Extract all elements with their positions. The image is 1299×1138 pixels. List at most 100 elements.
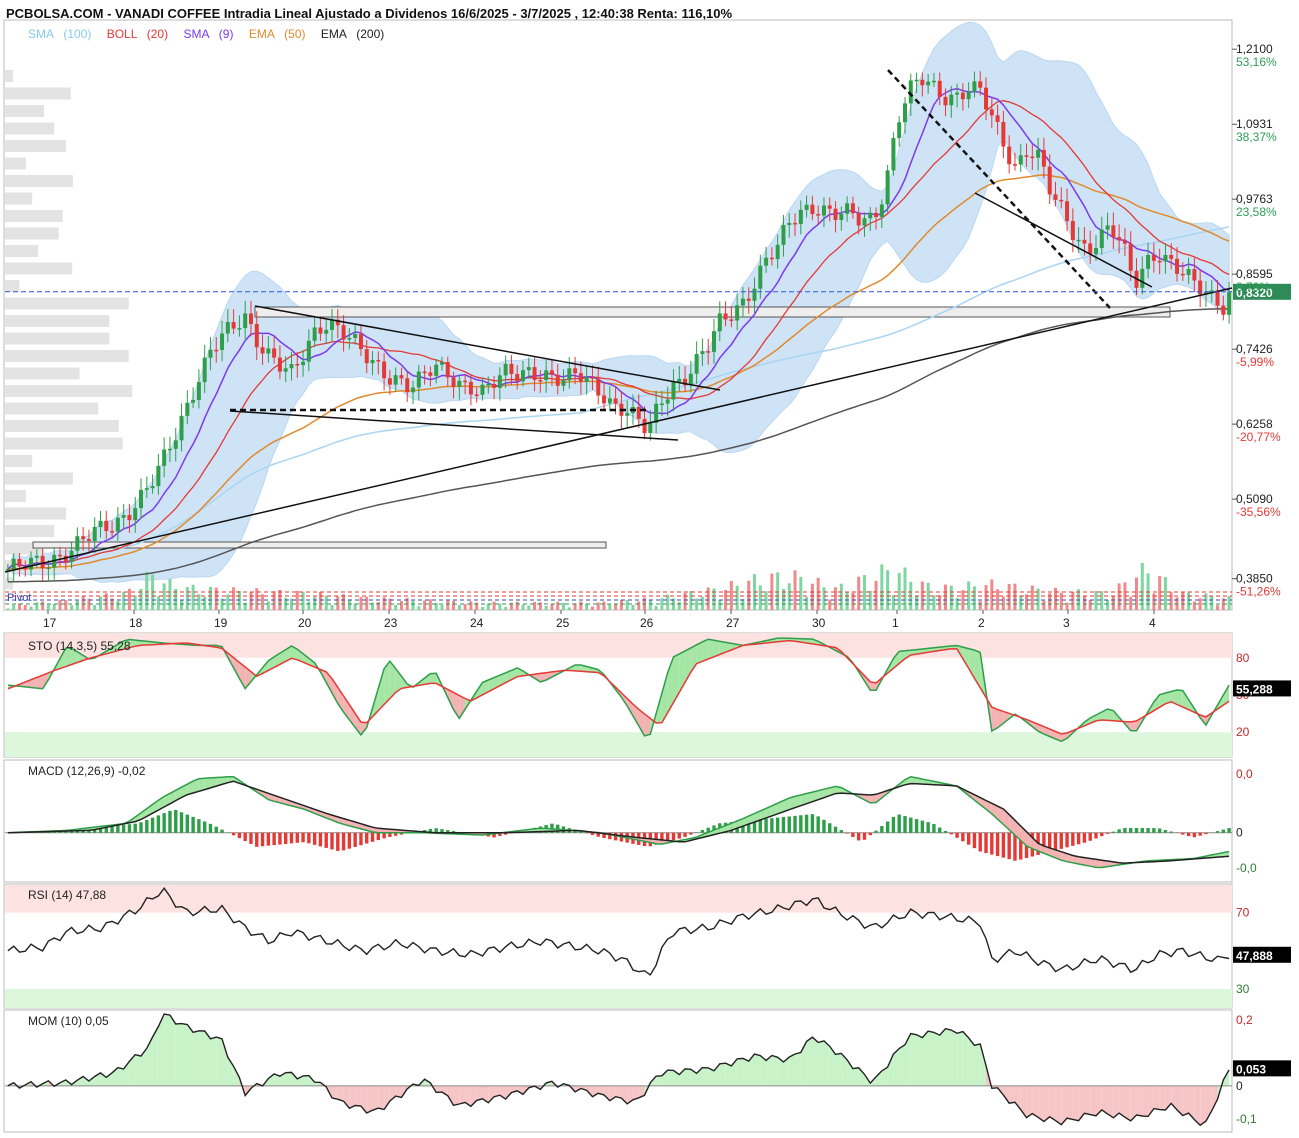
volume-profile-bar (5, 385, 133, 397)
fill-segment (1159, 1085, 1166, 1110)
volume-bar (330, 605, 334, 610)
mom-y-label: 0 (1236, 1079, 1243, 1093)
candle-body (445, 362, 450, 378)
volume-bar (787, 583, 791, 610)
candle-body (833, 208, 838, 221)
candle-body (752, 288, 757, 301)
fill-segment (1090, 858, 1096, 868)
candle-body (382, 361, 387, 379)
y-tick-pct: -35,56% (1236, 505, 1281, 519)
volume-profile-bar (5, 315, 110, 327)
candle-body (509, 363, 514, 375)
macd-hist-bar (1134, 828, 1139, 833)
macd-hist-bar (330, 832, 334, 850)
fill-segment (129, 639, 136, 648)
legend-ema200[interactable]: EMA (200) (320, 27, 385, 41)
fill-segment (384, 1085, 390, 1110)
macd-hist-bar (318, 832, 323, 847)
candle-body (1070, 221, 1075, 241)
candle-body (949, 94, 954, 106)
candle-body (642, 418, 647, 434)
fill-segment (112, 644, 118, 653)
fill-segment (453, 692, 460, 719)
candle-body (1128, 243, 1133, 271)
volume-bar (619, 600, 623, 610)
macd-hist-bar (1181, 832, 1185, 835)
macd-hist-bar (764, 818, 768, 833)
fill-segment (760, 808, 767, 820)
candle-body (775, 244, 780, 260)
fill-segment (482, 680, 489, 695)
fill-segment (783, 1057, 790, 1086)
legend-sma100[interactable]: SMA (100) (28, 27, 92, 41)
fill-segment (1072, 1085, 1079, 1121)
candle-body (891, 138, 896, 171)
fill-segment (77, 1076, 84, 1086)
fill-segment (262, 660, 269, 674)
volume-bar (452, 600, 456, 610)
legend-sma9[interactable]: SMA (9) (183, 27, 234, 41)
fill-segment (939, 1028, 946, 1086)
candle-body (358, 333, 363, 350)
candle-body (306, 340, 311, 362)
legend-ema50[interactable]: EMA (50) (248, 27, 306, 41)
macd-hist-bar (1140, 828, 1144, 833)
y-tick-label: 1,2100 (1236, 42, 1273, 56)
fill-segment (360, 722, 367, 735)
macd-hist-bar (220, 829, 224, 833)
fill-segment (204, 777, 211, 790)
candle-body (434, 364, 439, 376)
fill-segment (771, 1055, 778, 1086)
macd-hist-bar (307, 832, 311, 844)
rsi-oversold-zone (5, 988, 1232, 1008)
volume-bar (515, 601, 519, 610)
fill-segment (899, 650, 905, 664)
fill-segment (974, 1043, 981, 1086)
mom-y-label: 0,2 (1236, 1013, 1253, 1027)
y-tick-label: 1,0931 (1236, 117, 1273, 131)
fill-segment (117, 1067, 124, 1086)
last-price-tag (1233, 283, 1291, 300)
fill-segment (1188, 1085, 1195, 1120)
volume-bar (683, 592, 687, 610)
macd-hist-bar (1013, 832, 1017, 861)
volume-bar (689, 591, 693, 610)
volume-bar (214, 587, 218, 610)
volume-bar (1181, 591, 1185, 610)
fill-segment (436, 1085, 442, 1093)
fill-segment (447, 1085, 454, 1106)
macd-hist-bar (116, 825, 120, 833)
macd-hist-bar (903, 816, 907, 833)
candle-body (567, 368, 572, 381)
macd-hist-bar (295, 832, 299, 843)
volume-profile-bar (5, 227, 59, 240)
candle-body (220, 333, 225, 350)
candle-body (301, 361, 306, 365)
macd-hist-bar (399, 832, 404, 835)
fill-segment (829, 1046, 836, 1086)
fill-segment (1171, 690, 1178, 705)
fill-segment (1182, 690, 1189, 710)
candle-body (764, 257, 769, 266)
sma100-line (7, 225, 1230, 570)
candle-body (1180, 273, 1185, 276)
volume-profile-bar (5, 280, 20, 292)
macd-hist-bar (359, 832, 363, 846)
fill-segment (951, 1030, 958, 1086)
fill-segment (117, 640, 124, 651)
volume-bar (1001, 596, 1005, 610)
macd-hist-bar (1186, 832, 1191, 837)
volume-bar (399, 601, 403, 610)
macd-hist-bar (312, 832, 317, 845)
fill-segment (146, 1036, 153, 1086)
volume-profile-bar (5, 157, 26, 170)
candle-body (671, 381, 676, 400)
candle-body (538, 380, 543, 382)
macd-hist-bar (284, 832, 288, 844)
legend-boll[interactable]: BOLL (20) (106, 27, 169, 41)
fill-segment (800, 1041, 807, 1086)
macd-hist-bar (1019, 832, 1023, 860)
candle-body (984, 87, 989, 110)
volume-bar (168, 579, 172, 610)
